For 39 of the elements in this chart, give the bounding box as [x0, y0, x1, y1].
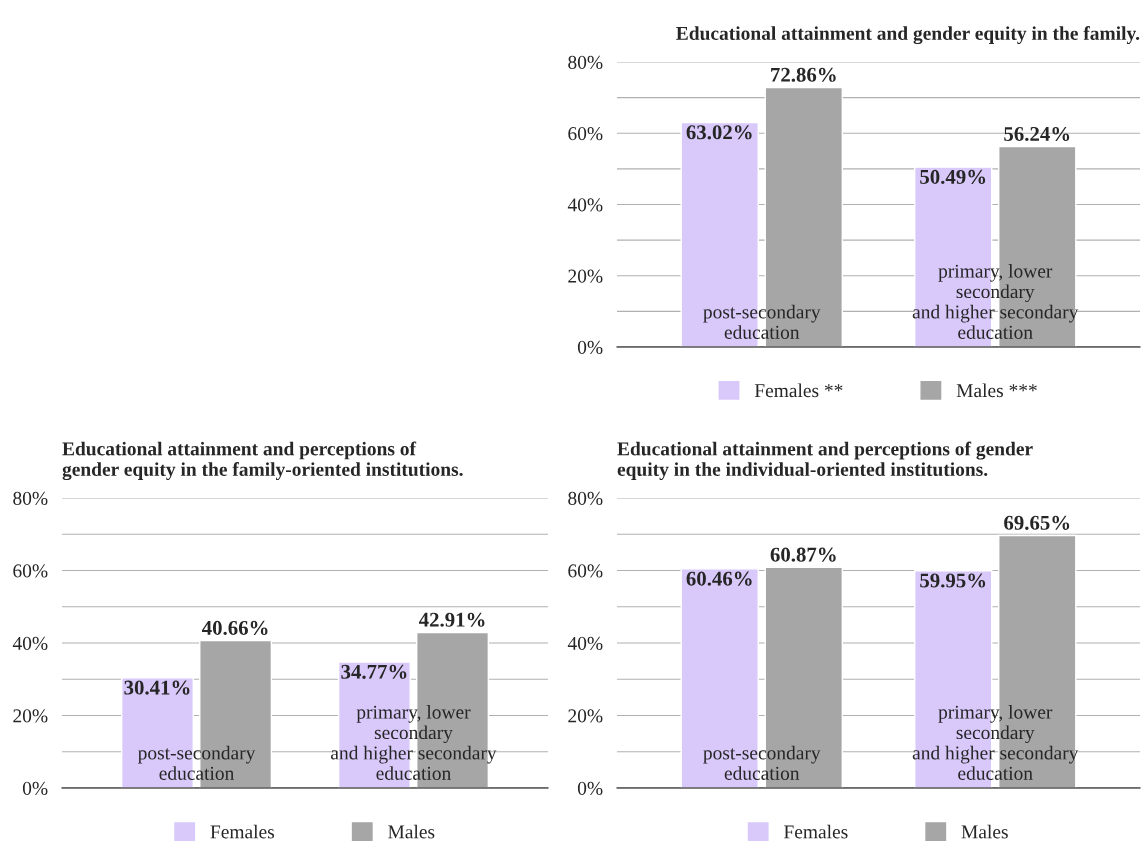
- chart-title: Educational attainment and perceptions of gender equity in the family-oriented institutions.: [62, 441, 463, 481]
- y-tick-label: 60%: [568, 127, 603, 141]
- data-label: 56.24%: [1004, 126, 1070, 142]
- y-tick-label: 40%: [567, 198, 603, 212]
- x-tick-label: post-secondary education: [137, 745, 256, 780]
- legend-label: Females: [784, 824, 848, 839]
- data-label: 34.77%: [341, 664, 407, 679]
- data-label: 42.91%: [418, 612, 485, 627]
- y-tick-label: 80%: [568, 491, 603, 505]
- y-tick-label: 0%: [22, 781, 48, 795]
- y-tick-label: 20%: [13, 709, 48, 723]
- y-tick-label: 40%: [12, 636, 48, 650]
- y-tick-label: 40%: [567, 636, 603, 650]
- data-label: 60.46%: [686, 571, 752, 586]
- legend-label: Females **: [754, 383, 843, 398]
- chart-title: Educational attainment and perceptions of gender equity in the individual-oriented institutions.: [617, 441, 1033, 480]
- data-label: 60.87%: [770, 547, 836, 562]
- y-tick-label: 60%: [568, 564, 603, 578]
- data-label: 69.65%: [1004, 515, 1070, 530]
- legend-label: Females: [210, 824, 275, 839]
- chart-title: Educational attainment and gender equity in the family.: [676, 26, 1140, 45]
- x-tick-label: post-secondary education: [703, 745, 821, 780]
- legend-label: Males: [961, 824, 1008, 839]
- y-tick-label: 80%: [13, 491, 48, 505]
- y-tick-label: 20%: [568, 709, 603, 723]
- data-label: 72.86%: [771, 67, 836, 82]
- data-label: 30.41%: [124, 680, 190, 695]
- y-tick-label: 80%: [568, 55, 603, 69]
- y-tick-label: 20%: [568, 269, 603, 283]
- x-tick-label: post-secondary education: [703, 304, 821, 339]
- data-label: 63.02%: [686, 125, 752, 140]
- legend-label: Males ***: [956, 383, 1037, 398]
- data-label: 50.49%: [920, 169, 986, 185]
- y-tick-label: 60%: [13, 564, 48, 578]
- data-label: 59.95%: [920, 573, 986, 588]
- legend-label: Males: [388, 824, 435, 839]
- data-label: 40.66%: [202, 620, 268, 636]
- y-tick-label: 0%: [577, 781, 603, 795]
- y-tick-label: 0%: [577, 340, 603, 354]
